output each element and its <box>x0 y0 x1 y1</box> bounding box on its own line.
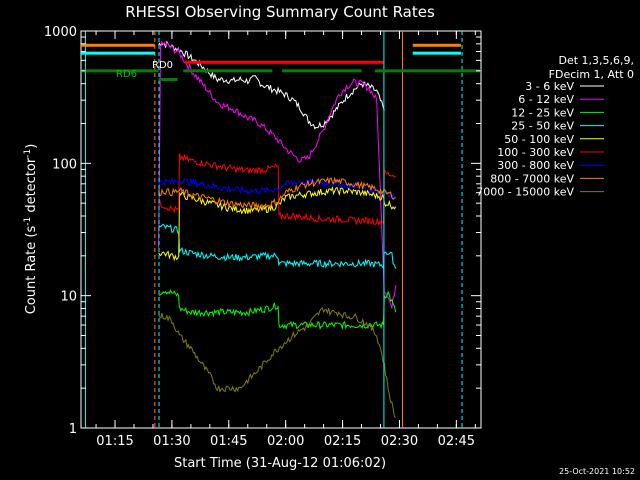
flag-bar-0-1 <box>412 43 461 47</box>
series-layer <box>158 40 397 418</box>
legend-label-3: 25 - 50 keV <box>511 120 574 133</box>
vertical-lines <box>84 31 463 428</box>
series-line-2 <box>158 289 397 331</box>
flag-bar-2-0 <box>185 60 384 64</box>
legend-header-line-2: FDecim 1, Att 0 <box>549 68 634 81</box>
series-line-8 <box>158 307 397 418</box>
legend-label-1: 6 - 12 keV <box>518 93 574 106</box>
flag-bar-3-1 <box>183 69 273 73</box>
legend: Det 1,3,5,6,9, FDecim 1, Att 0 3 - 6 keV… <box>476 54 634 199</box>
x-tick-label-0: 01:15 <box>96 434 133 449</box>
x-tick-label-6: 02:45 <box>438 434 475 449</box>
flag-bar-3-0 <box>81 69 159 73</box>
chart-title: RHESSI Observing Summary Count Rates <box>125 3 435 21</box>
flag-bar-rd6-marker <box>158 78 178 82</box>
legend-label-7: 800 - 7000 keV <box>490 172 574 185</box>
legend-label-5: 100 - 300 keV <box>497 146 574 159</box>
x-axis-label: Start Time (31-Aug-12 01:06:02) <box>174 456 386 471</box>
x-axis-ticks: 01:15 01:30 01:45 02:00 02:15 02:30 02:45 <box>95 31 476 449</box>
y-axis-ticks: 1 10 100 1000 <box>44 25 481 437</box>
flag-bar-3-2 <box>281 69 362 73</box>
x-tick-label-4: 02:15 <box>324 434 361 449</box>
legend-label-2: 12 - 25 keV <box>511 106 574 119</box>
flag-bars <box>81 43 481 82</box>
y-axis-label: Count Rate (s-1 detector-1) <box>23 144 39 315</box>
flag-bar-3-3 <box>374 69 481 73</box>
x-tick-label-1: 01:30 <box>153 434 190 449</box>
timestamp: 25-Oct-2021 10:52 <box>559 467 635 476</box>
plot-area <box>80 30 482 429</box>
y-tick-label-0: 1 <box>69 422 77 437</box>
legend-header-line-1: Det 1,3,5,6,9, <box>558 54 634 67</box>
y-tick-label-1: 10 <box>60 290 77 305</box>
legend-label-0: 3 - 6 keV <box>525 80 574 93</box>
legend-label-8: 7000 - 15000 keV <box>476 186 574 199</box>
series-line-5 <box>158 153 396 226</box>
plot-frame <box>80 30 482 429</box>
y-tick-label-2: 100 <box>52 157 77 172</box>
x-tick-label-3: 02:00 <box>267 434 304 449</box>
series-line-1 <box>158 40 397 309</box>
annotation-rd6: RD6 <box>116 69 137 80</box>
y-tick-label-3: 1000 <box>44 25 77 40</box>
series-line-4 <box>158 186 397 262</box>
series-line-3 <box>158 223 397 270</box>
legend-label-4: 50 - 100 keV <box>504 133 574 146</box>
x-tick-label-5: 02:30 <box>381 434 418 449</box>
x-tick-label-2: 01:45 <box>210 434 247 449</box>
series-line-6 <box>158 177 396 200</box>
flag-bar-1-1 <box>412 51 461 55</box>
flag-bar-1-0 <box>81 51 155 55</box>
legend-label-6: 300 - 800 keV <box>497 159 574 172</box>
series-line-0 <box>158 40 385 130</box>
annotation-rd0: RD0 <box>152 60 173 71</box>
flag-bar-0-0 <box>81 43 155 47</box>
series-line-7 <box>158 176 396 211</box>
